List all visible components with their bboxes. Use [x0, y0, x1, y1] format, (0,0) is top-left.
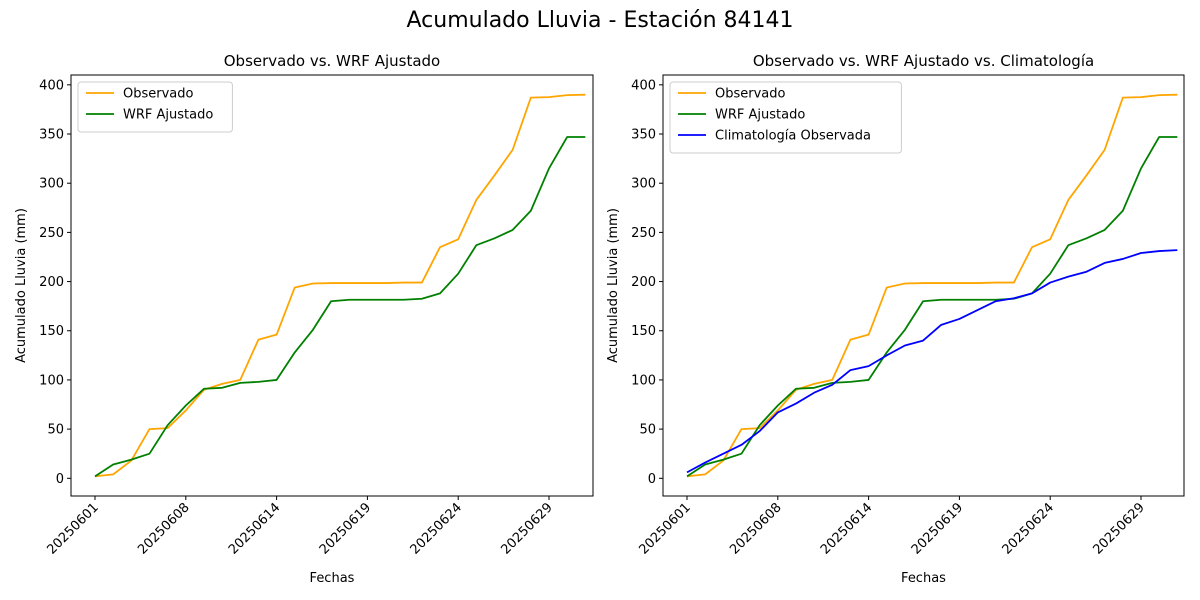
y-tick-label: 350 [39, 128, 64, 143]
y-tick-label: 250 [39, 226, 64, 241]
y-tick-label: 100 [39, 373, 64, 388]
chart-title: Observado vs. WRF Ajustado vs. Climatolo… [753, 52, 1094, 70]
legend-entry: Observado [715, 87, 786, 102]
x-tick-label: 20250608 [727, 500, 784, 557]
legend-entry: Climatología Observada [715, 129, 871, 144]
legend-entry: Observado [123, 87, 194, 102]
chart-1: Observado vs. WRF Ajustado 0 50 100 150 200 25… [14, 52, 594, 586]
chart-2: Observado vs. WRF Ajustado vs. Climatolo… [606, 52, 1185, 586]
legend-box [77, 81, 233, 133]
x-axis-label: Fechas [901, 571, 946, 586]
y-tick-label: 100 [631, 373, 656, 388]
y-tick-label: 400 [39, 78, 64, 93]
chart-title: Observado vs. WRF Ajustado [224, 52, 440, 70]
y-tick-label: 300 [39, 177, 64, 192]
x-tick-label: 20250619 [909, 500, 966, 557]
x-tick-label: 20250614 [226, 500, 283, 557]
legend-entry: WRF Ajustado [123, 108, 213, 123]
plot-frame [70, 74, 594, 497]
x-tick-label: 20250624 [1000, 500, 1057, 557]
series-line-observado [686, 93, 1178, 478]
x-tick-label: 20250601 [636, 500, 693, 557]
y-tick-label: 0 [56, 472, 64, 487]
figure-title: Acumulado Lluvia - Estación 84141 [406, 8, 794, 33]
y-tick-label: 50 [47, 423, 64, 438]
y-tick-label: 350 [631, 128, 656, 143]
x-axis-label: Fechas [310, 571, 355, 586]
x-tick-label: 20250601 [44, 500, 101, 557]
series-line-climatolog-a-observada [686, 249, 1178, 474]
y-tick-label: 150 [631, 324, 656, 339]
x-tick-label: 20250629 [498, 500, 555, 557]
y-tick-label: 0 [648, 472, 656, 487]
series-line-observado [94, 93, 586, 478]
y-tick-label: 300 [631, 177, 656, 192]
x-tick-label: 20250608 [135, 500, 192, 557]
x-tick-label: 20250629 [1090, 500, 1147, 557]
x-tick-label: 20250624 [408, 500, 465, 557]
legend-box [669, 81, 902, 154]
series-line-wrf-ajustado [686, 136, 1178, 478]
y-tick-label: 200 [631, 275, 656, 290]
y-tick-label: 200 [39, 275, 64, 290]
y-tick-label: 150 [39, 324, 64, 339]
x-tick-label: 20250619 [317, 500, 374, 557]
y-tick-label: 250 [631, 226, 656, 241]
series-line-wrf-ajustado [94, 136, 586, 478]
y-axis-label: Acumulado Lluvia (mm) [14, 208, 29, 363]
plot-frame [662, 74, 1185, 497]
y-tick-label: 50 [639, 423, 656, 438]
y-tick-label: 400 [631, 78, 656, 93]
y-axis-label: Acumulado Lluvia (mm) [606, 208, 621, 363]
legend-entry: WRF Ajustado [715, 108, 805, 123]
legend: Observado WRF Ajustado Climatología Observ… [669, 81, 902, 154]
legend: Observado WRF Ajustado [77, 81, 233, 133]
x-tick-label: 20250614 [818, 500, 875, 557]
